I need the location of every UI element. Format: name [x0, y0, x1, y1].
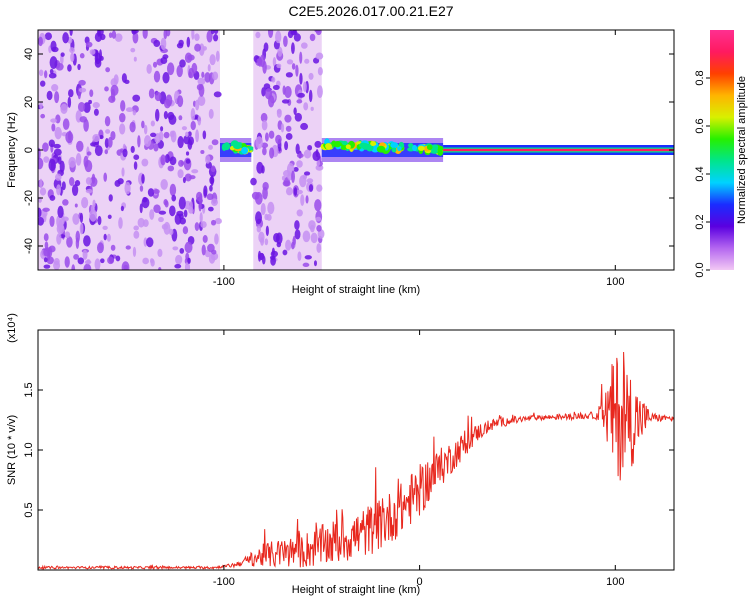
snr-scale-label: (x10⁴) — [6, 313, 18, 343]
snr-series-line — [38, 351, 674, 570]
spectrogram-y-label: Frequency (Hz) — [6, 112, 18, 188]
snr-x-tick-label: -100 — [213, 576, 235, 588]
figure-title: C2E5.2026.017.00.21.E27 — [288, 3, 453, 19]
spectrogram-x-tick-label: -100 — [213, 276, 235, 288]
colorbar-tick-label: 0.0 — [694, 262, 706, 277]
snr-y-tick-label: 1.0 — [23, 442, 35, 457]
colorbar-tick-label: 0.6 — [694, 118, 706, 133]
spectrogram-y-ticks: -40 -20 0 20 40 — [23, 48, 674, 254]
snr-y-tick-label: 0.5 — [23, 502, 35, 517]
colorbar: 0.0 0.2 0.4 0.6 0.8 Normalized spectral ampl… — [694, 30, 748, 278]
colorbar-tick-label: 0.8 — [694, 70, 706, 85]
spectrogram-y-tick-label: -20 — [23, 190, 35, 206]
snr-y-tick-label: 1.5 — [23, 382, 35, 397]
spectrogram-y-tick-label: 20 — [23, 96, 35, 108]
snr-y-ticks: 0.5 1.0 1.5 — [23, 382, 674, 518]
spectrogram-plot-area — [38, 30, 674, 270]
spectrogram-y-tick-label: 0 — [23, 147, 35, 153]
colorbar-ticks: 0.0 0.2 0.4 0.6 0.8 — [694, 70, 710, 278]
snr-x-tick-label: 0 — [417, 576, 423, 588]
colorbar-tick-label: 0.2 — [694, 214, 706, 229]
spectrogram-y-tick-label: -40 — [23, 238, 35, 254]
spectrogram-region-signal_band — [219, 138, 255, 162]
spectrogram-y-tick-label: 40 — [23, 48, 35, 60]
spectrogram-x-label: Height of straight line (km) — [292, 284, 420, 296]
snr-plot-area — [38, 351, 674, 570]
spectrogram-region-signal_band — [320, 138, 446, 162]
colorbar-label: Normalized spectral amplitude — [736, 76, 748, 224]
snr-x-tick-label: 100 — [606, 576, 624, 588]
spectrogram-region-noise — [38, 30, 222, 270]
spectrogram-region-carrier_line — [443, 145, 674, 155]
snr-y-label: SNR (10 * v/v) — [6, 415, 18, 485]
snr-x-ticks: -100 0 100 — [213, 330, 624, 588]
snr-panel: -100 0 100 0.5 1.0 1.5 Height of straight li… — [6, 313, 675, 596]
spectrogram-panel: -100 100 -40 -20 0 20 40 Height of straight l… — [6, 29, 675, 296]
snr-x-label: Height of straight line (km) — [292, 584, 420, 596]
spectrogram-region-noise — [250, 30, 325, 270]
colorbar-tick-label: 0.4 — [694, 166, 706, 181]
colorbar-gradient — [710, 30, 734, 270]
spectrogram-x-ticks: -100 100 — [213, 30, 624, 288]
spectrogram-x-tick-label: 100 — [606, 276, 624, 288]
